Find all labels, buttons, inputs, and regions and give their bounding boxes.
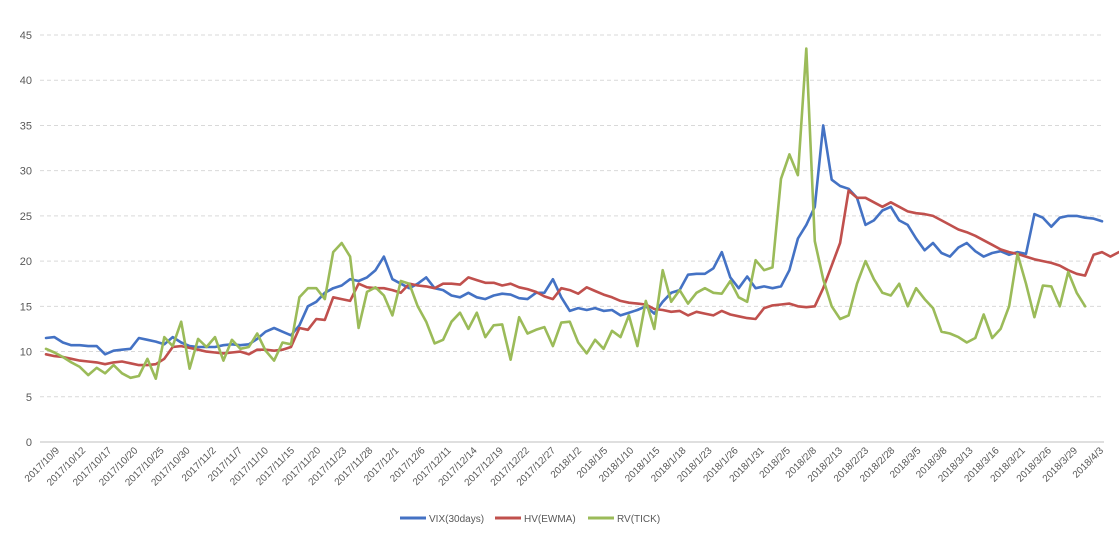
y-tick-label: 10 xyxy=(20,347,32,359)
y-tick-label: 0 xyxy=(26,437,32,449)
legend-item: VIX(30days) xyxy=(400,514,484,525)
series-2 xyxy=(44,47,1087,381)
y-tick-label: 25 xyxy=(20,211,32,223)
y-tick-label: 15 xyxy=(20,301,32,313)
series-1 xyxy=(44,189,1119,367)
y-tick-label: 35 xyxy=(20,120,32,132)
series-line xyxy=(44,189,1119,367)
series-line xyxy=(44,124,1104,356)
y-tick-label: 45 xyxy=(20,30,32,42)
legend-label: VIX(30days) xyxy=(429,514,484,525)
legend-item: RV(TICK) xyxy=(588,514,660,525)
legend-label: HV(EWMA) xyxy=(524,514,576,525)
series-lines xyxy=(44,47,1119,381)
series-line xyxy=(44,47,1087,381)
legend-label: RV(TICK) xyxy=(617,514,660,525)
y-tick-label: 20 xyxy=(20,256,32,268)
y-tick-label: 5 xyxy=(26,392,32,404)
gridlines xyxy=(40,34,1104,443)
y-tick-label: 30 xyxy=(20,166,32,178)
legend: VIX(30days) HV(EWMA) RV(TICK) xyxy=(400,514,660,525)
series-0 xyxy=(44,124,1104,356)
y-axis-ticks: 0 5 10 15 20 25 30 35 40 45 xyxy=(20,30,32,449)
legend-item: HV(EWMA) xyxy=(495,514,576,525)
y-tick-label: 40 xyxy=(20,75,32,87)
